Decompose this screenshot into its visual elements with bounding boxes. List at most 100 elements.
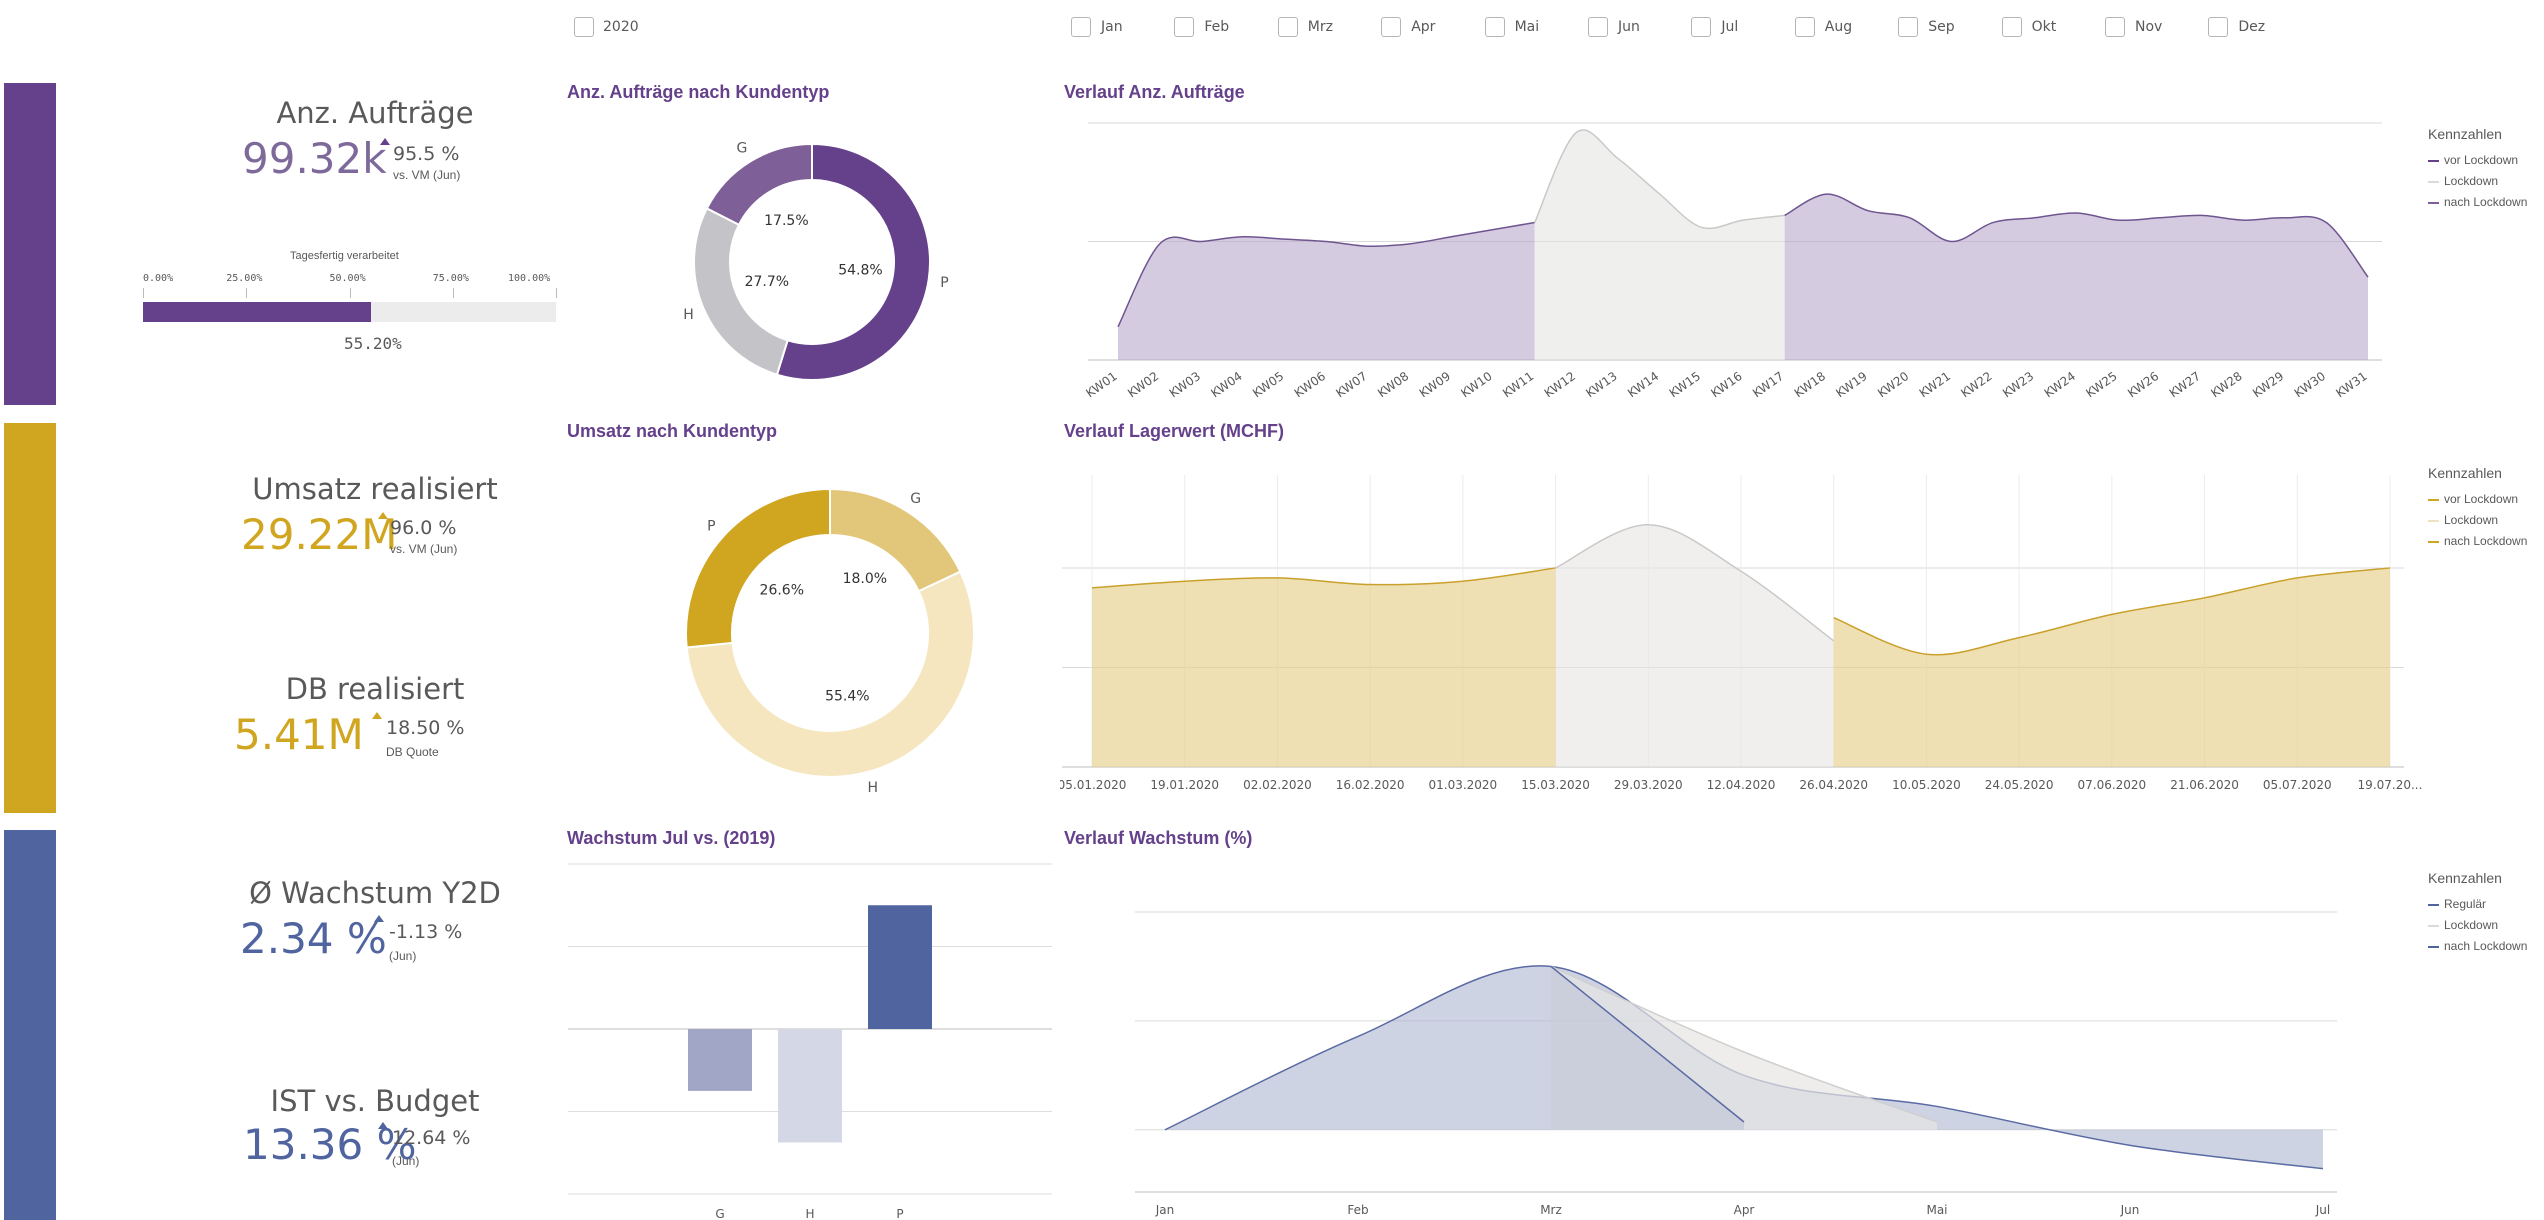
month-checkbox-aug[interactable] — [1794, 17, 1815, 37]
kpi-wachstum-value: 2.34 % — [240, 914, 387, 963]
series-line-vor-lockdown — [1117, 221, 1535, 328]
kpi-auftraege-pct: 95.5 % — [393, 143, 460, 165]
x-tick-label: KW27 — [2167, 369, 2203, 400]
x-tick-label: Jun — [2120, 1203, 2140, 1217]
x-tick-label: G — [715, 1207, 724, 1220]
line2-title: Verlauf Lagerwert (MCHF) — [1064, 421, 1285, 441]
x-tick-label: 02.02.2020 — [1243, 778, 1312, 790]
x-tick-label: KW25 — [2083, 369, 2119, 400]
bar-h — [778, 1029, 842, 1143]
x-tick-label: KW21 — [1917, 369, 1953, 400]
x-tick-label: KW12 — [1542, 369, 1578, 400]
month-label-mai: Mai — [1514, 19, 1540, 35]
month-checkbox-feb[interactable] — [1174, 17, 1195, 37]
legend-item-lockdown[interactable]: Lockdown — [2428, 918, 2498, 932]
month-label-apr: Apr — [1411, 19, 1436, 35]
legend-item-vor-lockdown[interactable]: vor Lockdown — [2428, 492, 2518, 506]
kpi-auftraege-up-icon — [380, 138, 390, 145]
month-checkbox-okt[interactable] — [2001, 17, 2022, 37]
x-tick-label: KW28 — [2208, 369, 2244, 400]
kpi-wachstum-title: Ø Wachstum Y2D — [249, 876, 501, 910]
x-tick-label: KW05 — [1250, 369, 1286, 400]
gauge-tick-label: 25.00% — [226, 273, 263, 284]
line1-title: Verlauf Anz. Aufträge — [1064, 82, 1245, 102]
x-tick-label: 19.01.2020 — [1150, 778, 1219, 790]
x-tick-label: 29.03.2020 — [1614, 778, 1683, 790]
gauge-tick-mark — [349, 288, 351, 298]
month-checkbox-jun[interactable] — [1588, 17, 1608, 37]
month-checkbox-mai[interactable] — [1484, 17, 1505, 37]
kpi-db-value: 5.41M — [234, 710, 364, 759]
series-line-vor-lockdown — [1091, 567, 1556, 589]
donut-pct-label: 26.6% — [760, 582, 804, 598]
kpi-budget-up-icon — [378, 1122, 388, 1129]
x-tick-label: KW30 — [2292, 369, 2328, 400]
month-checkbox-dez[interactable] — [2208, 17, 2229, 37]
area-vor-lockdown — [1118, 222, 1535, 360]
x-tick-label: 21.06.2020 — [2170, 778, 2239, 790]
legend-item-lockdown[interactable]: Lockdown — [2428, 174, 2498, 188]
x-tick-label: H — [805, 1207, 814, 1220]
donut-pct-label: 17.5% — [764, 213, 808, 229]
gauge-value: 55.20% — [344, 334, 402, 353]
gauge-tick-label: 50.00% — [329, 273, 366, 284]
month-checkbox-apr[interactable] — [1381, 17, 1402, 37]
month-checkbox-sep[interactable] — [1898, 17, 1919, 37]
x-tick-label: KW09 — [1417, 369, 1453, 400]
donut-chart-auftraege: 54.8% P 27.7% H 17.5% G — [683, 141, 949, 381]
series-line-lockdown — [1550, 965, 1938, 1123]
gauge-tick-label: 0.00% — [143, 273, 174, 284]
x-tick-label: KW02 — [1125, 369, 1161, 400]
month-label-mrz: Mrz — [1307, 19, 1333, 35]
x-tick-label: KW24 — [2042, 369, 2078, 400]
x-tick-label: KW19 — [1833, 369, 1869, 400]
x-tick-label: KW13 — [1583, 369, 1619, 400]
legend-title: Kennzahlen — [2428, 870, 2502, 886]
month-checkbox-mrz[interactable] — [1277, 17, 1298, 37]
legend-item-lockdown[interactable]: Lockdown — [2428, 513, 2498, 527]
x-tick-label: KW07 — [1333, 369, 1369, 400]
x-tick-label: 24.05.2020 — [1985, 778, 2054, 790]
x-tick-label: 19.07.20... — [2358, 778, 2423, 790]
x-tick-label: 26.04.2020 — [1799, 778, 1868, 790]
gauge-tick-mark — [556, 288, 557, 298]
x-tick-label: 10.05.2020 — [1892, 778, 1961, 790]
month-checkbox-nov[interactable] — [2105, 17, 2125, 37]
gauge-tick-label: 100.00% — [508, 273, 551, 284]
legend-item-nach-lockdown[interactable]: nach Lockdown — [2428, 195, 2527, 209]
area-nach-lockdown — [1784, 194, 2368, 360]
month-label-sep: Sep — [1928, 19, 1955, 35]
kpi-auftraege-title: Anz. Aufträge — [276, 96, 474, 130]
kpi-db-title: DB realisiert — [285, 672, 465, 706]
bar-p — [868, 905, 932, 1029]
x-tick-label: KW04 — [1208, 369, 1244, 400]
kpi-budget-sub: (Jun) — [392, 1154, 420, 1168]
x-tick-label: KW23 — [2000, 369, 2036, 400]
legend-item-nach-lockdown[interactable]: nach Lockdown — [2428, 939, 2527, 953]
bar-title: Wachstum Jul vs. (2019) — [567, 828, 776, 848]
legend-item-regulaer[interactable]: Regulär — [2428, 897, 2486, 911]
month-label-dez: Dez — [2238, 19, 2266, 35]
gauge-tick-mark — [143, 288, 144, 298]
area-lockdown — [1534, 129, 1785, 360]
legend-item-vor-lockdown[interactable]: vor Lockdown — [2428, 153, 2518, 167]
legend-item-nach-lockdown[interactable]: nach Lockdown — [2428, 534, 2527, 548]
x-tick-label: 01.03.2020 — [1428, 778, 1497, 790]
x-tick-label: Feb — [1347, 1203, 1368, 1217]
year-checkbox[interactable] — [574, 17, 594, 37]
x-tick-label: 05.01.2020 — [1060, 778, 1126, 790]
x-tick-label: Jul — [2315, 1203, 2330, 1217]
year-label: 2020 — [603, 19, 639, 35]
kpi-db-sub: DB Quote — [386, 745, 439, 759]
series-line-nach-lockdown — [1833, 567, 2391, 656]
month-checkbox-jan[interactable] — [1071, 17, 1091, 37]
month-label-jun: Jun — [1618, 19, 1640, 35]
x-tick-label: KW01 — [1083, 369, 1119, 400]
donut1-title: Anz. Aufträge nach Kundentyp — [567, 82, 830, 102]
kpi-umsatz-value: 29.22M — [241, 510, 398, 559]
area-regul-r — [1165, 965, 2323, 1169]
month-checkbox-jul[interactable] — [1691, 17, 1712, 37]
kpi-wachstum-up-icon — [374, 915, 384, 922]
x-tick-label: KW18 — [1792, 369, 1828, 400]
donut-category-label: P — [707, 519, 715, 535]
